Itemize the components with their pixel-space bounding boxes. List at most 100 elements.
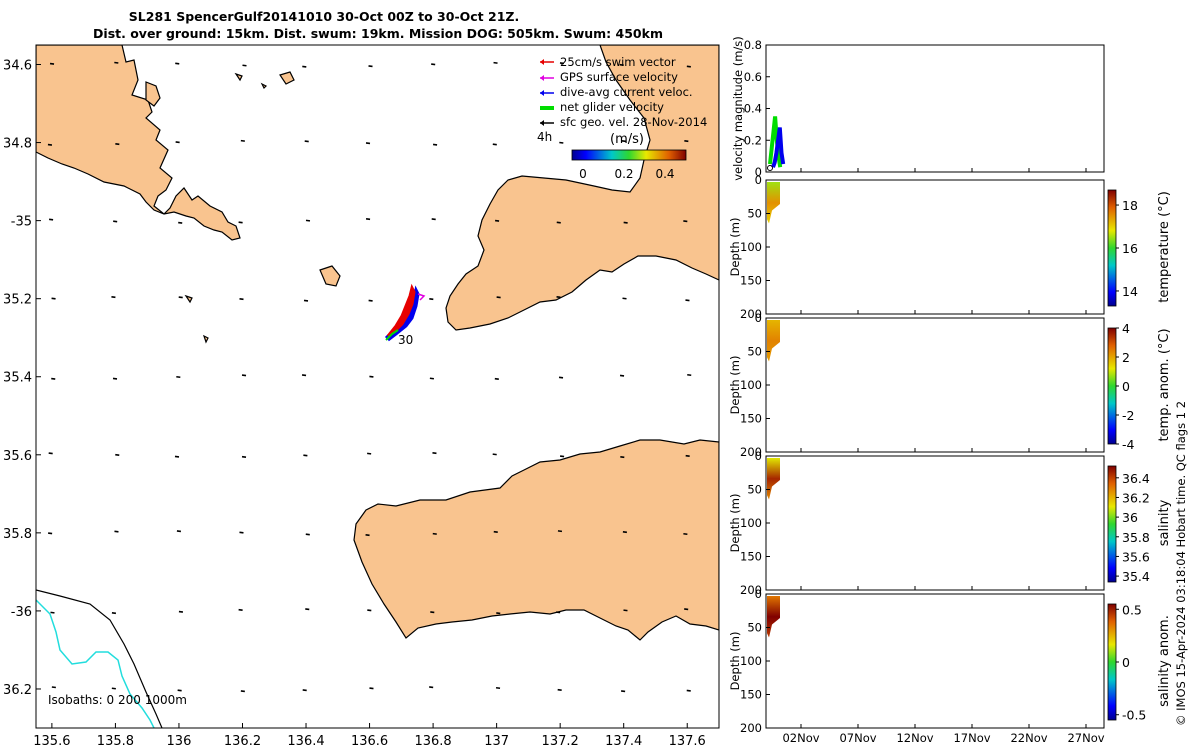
geo-vel-arrow [51,377,56,380]
geo-vel-arrow [683,220,688,223]
geo-vel-arrow [559,62,565,65]
depth-tick-label: 150 [740,412,762,426]
geo-vel-arrow [620,455,625,459]
vel-ylabel: velocity magnitude (m/s) [731,36,745,181]
colorbar-label-3: salinity anom. [1157,615,1172,707]
depth-tick-label: 100 [740,516,762,530]
geo-vel-arrow [238,221,243,224]
depth-ylabel-2: Depth (m) [728,494,742,553]
colorbar-label-1: temp. anom. (°C) [1157,328,1172,441]
geo-vel-arrow [305,608,310,611]
map-x-tick-label: 136.4 [287,734,324,749]
geo-vel-arrow [305,533,310,536]
map-panel: 30 135.6 135.8 136 136.2 136.4 136.6 136.8 137 1… [3,44,720,749]
vel-start-marker [767,165,773,171]
legend-item-dive-avg: dive-avg current veloc. [560,85,693,99]
geo-vel-arrow-icon [540,120,544,126]
title-line-2: Dist. over ground: 15km. Dist. swum: 19k… [93,26,663,41]
geo-vel-arrow [305,219,311,222]
colorbar-tick-label-2: 35.8 [1122,530,1150,545]
map-y-tick-label: -36 [11,605,32,620]
map-y-ticks: 34.6 34.8 -35 35.2 35.4 35.6 35.8 -36 36.2 [3,59,41,698]
heat-panel-bg-1 [766,318,1104,452]
colorbar-tick-label-0: 14 [1122,284,1138,299]
geo-vel-arrow [495,219,500,222]
geo-vel-arrow [113,220,118,223]
geo-vel-arrow [175,141,180,144]
map-x-ticks: 135.6 135.8 136 136.2 136.4 136.6 136.8 137 137.… [33,723,706,749]
depth-tick-label: 200 [740,445,762,459]
glider-track: 30 [384,283,426,347]
geo-vel-arrow [559,141,564,144]
vel-series-0 [768,116,783,168]
geo-vel-arrow [622,297,627,300]
geo-vel-arrow [432,143,438,146]
colorbar-tick-label-2: 36.4 [1122,471,1150,486]
geo-vel-arrow [492,453,497,456]
geo-vel-arrow [302,689,307,692]
colorbar-tick-label-3: 0.5 [1122,602,1142,617]
colorbar-tick-label-3: -0.5 [1122,708,1146,723]
geo-vel-arrow [115,143,120,146]
isobath-200m [36,589,163,728]
geo-vel-arrow [241,455,247,458]
geo-vel-arrow [111,687,116,690]
geo-vel-arrow [51,297,56,300]
geo-vel-arrow [685,454,690,458]
velocity-panel-frame [765,44,1105,173]
geo-vel-arrow [621,140,626,143]
land-kangaroo-island [353,439,719,641]
colorbar-3 [1107,603,1117,721]
depth-tick-label: 200 [740,583,762,597]
geo-vel-arrow [557,688,562,691]
legend-item-net-glider: net glider velocity [560,100,664,114]
time-tick-label: 17Nov [953,731,990,745]
heat-data-patch-3 [767,596,780,638]
heat-data-patch-0 [767,182,780,224]
geo-vel-arrow [557,530,563,533]
geo-vel-arrow [112,377,118,380]
geo-vel-arrow [114,530,119,533]
vel-series-1 [771,127,786,168]
geo-vel-arrow [174,455,180,458]
geo-vel-arrow [240,139,245,142]
map-x-tick-label: 136 [167,734,192,749]
geo-vel-arrow [369,375,374,378]
map-y-tick-label: 35.8 [3,527,32,542]
geo-vel-arrow [365,142,371,145]
geo-vel-arrow [619,374,625,377]
map-x-tick-label: 135.8 [97,734,134,749]
geo-vel-arrow [623,609,628,612]
geo-vel-arrow [558,376,564,379]
colorbar-tick-label-1: -2 [1122,408,1134,423]
depth-tick-label: 100 [740,654,762,668]
geo-vel-arrow [176,530,182,533]
depth-tick-label: 150 [740,550,762,564]
geo-vel-arrow [684,608,689,611]
depth-tick-label: 50 [747,483,762,497]
map-legend: 25cm/s swim vector GPS surface velocity … [537,55,707,181]
map-y-tick-label: 35.6 [3,449,32,464]
geo-vel-arrow [429,298,434,301]
geo-vel-arrow [492,143,497,146]
geo-vel-arrow [303,454,308,457]
colorbar-tick-label-1: 0 [1122,379,1130,394]
heat-panel-bg-3 [766,594,1104,728]
geo-vel-arrow [175,62,180,65]
colorbar-tick-0: 0 [579,167,587,181]
depth-tick-label: 50 [747,621,762,635]
depth-ylabel-0: Depth (m) [728,218,742,277]
gps-velocity-track [417,293,426,301]
geo-vel-arrow [619,63,624,66]
geo-vel-arrow [621,690,626,693]
geo-vel-arrow [115,453,120,456]
geo-vel-arrow [176,375,181,379]
geo-vel-arrow [556,221,561,224]
geo-vel-arrow [50,611,55,614]
depth-tick-label: 0 [755,311,762,325]
vel-y-tick-label: 0.8 [744,38,762,52]
geo-vel-arrow [368,299,373,302]
colorbar-0 [1107,189,1117,307]
geo-vel-arrow [177,689,182,692]
geo-vel-arrow [369,687,374,690]
